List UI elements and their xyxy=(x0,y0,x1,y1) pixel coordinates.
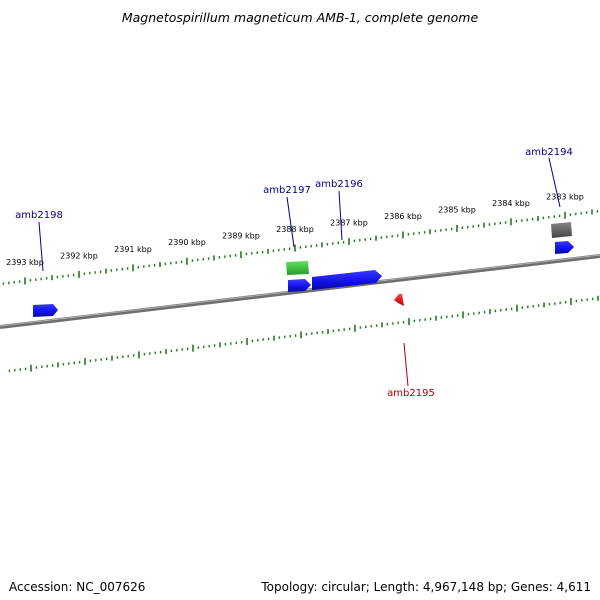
gene-label-amb2194[interactable]: amb2194 xyxy=(525,147,573,158)
gene-arrow[interactable] xyxy=(288,279,311,292)
tick-label: 2391 kbp xyxy=(114,245,152,254)
gene-amb2196[interactable] xyxy=(312,270,382,290)
tick-label: 2388 kbp xyxy=(276,225,314,234)
tick-label: 2392 kbp xyxy=(60,251,98,260)
tick-label: 2389 kbp xyxy=(222,232,260,241)
tick-label: 2384 kbp xyxy=(492,199,530,208)
topology-summary-text: Topology: circular; Length: 4,967,148 bp… xyxy=(261,580,591,594)
ruler-tick-labels: 2393 kbp 2392 kbp 2391 kbp 2390 kbp 2389 kbp… xyxy=(6,192,584,267)
tick-label: 2386 kbp xyxy=(384,212,422,221)
tick-label: 2385 kbp xyxy=(438,205,476,214)
gene-arrow[interactable] xyxy=(555,241,574,254)
gene-label-amb2197[interactable]: amb2197 xyxy=(263,185,311,196)
gene-label-amb2196[interactable]: amb2196 xyxy=(315,179,363,190)
gene-amb2194[interactable] xyxy=(551,222,574,254)
tick-label: 2390 kbp xyxy=(168,238,206,247)
tick-label: 2383 kbp xyxy=(546,192,584,201)
map-title: Magnetospirillum magneticum AMB-1, compl… xyxy=(122,10,479,25)
leader-amb2198 xyxy=(38,221,44,272)
leader-amb2195 xyxy=(403,342,409,387)
rna-gene-box[interactable] xyxy=(286,261,309,275)
gene-label-amb2198[interactable]: amb2198 xyxy=(15,210,63,221)
forward-ruler-ticks xyxy=(2,209,599,285)
gene-amb2198[interactable] xyxy=(33,304,58,317)
reverse-ruler-ticks xyxy=(8,295,599,373)
tick-label: 2387 kbp xyxy=(330,219,368,228)
leader-amb2194 xyxy=(548,157,561,208)
gene-arrow[interactable] xyxy=(33,304,58,317)
gene-amb2197[interactable] xyxy=(286,261,311,292)
other-gene-box[interactable] xyxy=(551,222,572,238)
tick-label: 2393 kbp xyxy=(6,258,44,267)
accession-text: Accession: NC_007626 xyxy=(9,580,146,594)
leader-amb2196 xyxy=(338,190,343,241)
gene-amb2195[interactable] xyxy=(394,294,404,306)
gene-label-amb2195[interactable]: amb2195 xyxy=(387,388,435,399)
gene-arrow[interactable] xyxy=(312,270,382,290)
leader-amb2197 xyxy=(286,196,295,248)
gene-arrow[interactable] xyxy=(394,294,404,306)
